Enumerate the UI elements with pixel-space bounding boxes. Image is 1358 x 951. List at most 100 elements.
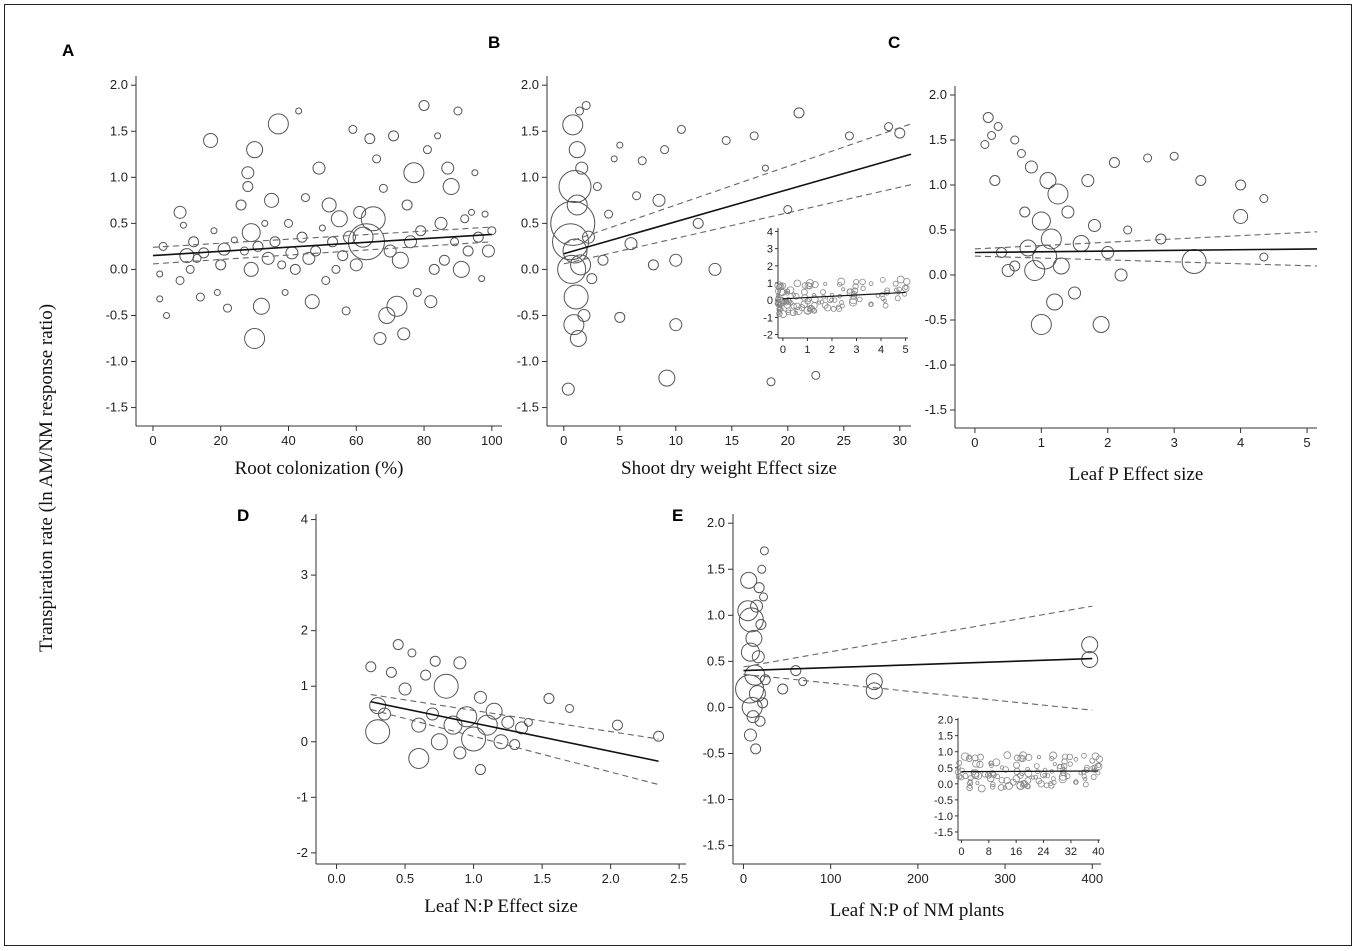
a-data-point (487, 226, 497, 236)
d-x-tick-label: 1.0 (465, 871, 483, 886)
e-inset-data-point (1017, 772, 1024, 779)
b-inset-data-point (786, 286, 795, 295)
e-data-point (750, 599, 764, 613)
a-data-point (341, 306, 351, 316)
e-data-point (750, 743, 762, 755)
a-data-point (264, 192, 280, 208)
d-y-tick-label: 3 (301, 567, 308, 582)
b-x-tick-label: 0 (560, 433, 567, 448)
b-inset-y-tick-label: 1 (767, 278, 773, 290)
b-data-point (577, 308, 591, 322)
c-data-point (1235, 179, 1247, 191)
a-data-point (235, 199, 247, 211)
panel-e-inset-plot: -1.5 -1.0 -0.5 0.0 0.5 1.0 1.5 2.0 0 8 16 24 32 40 (934, 715, 1104, 858)
b-inset-data-point (811, 281, 819, 289)
a-data-point (383, 244, 397, 258)
b-inset-data-point (820, 289, 826, 295)
c-data-point (980, 140, 990, 149)
a-data-point (481, 210, 489, 218)
panel-label-b: B (488, 33, 500, 52)
e-x-axis-label: Leaf N:P of NM plants (830, 900, 1005, 921)
c-x-axis-label: Leaf P Effect size (1069, 464, 1204, 485)
b-data-point (884, 122, 894, 132)
b-inset-data-point (804, 282, 812, 290)
e-inset-x-tick-label: 16 (1010, 846, 1022, 858)
a-data-point (217, 242, 231, 256)
d-data-point (429, 655, 441, 667)
d-y-tick-label: 4 (301, 512, 308, 527)
panel-b-plot: -1.5-1.0-0.50.00.51.01.52.00 5 10 15 20 25 30S… (517, 76, 912, 479)
b-inset-data-point (785, 307, 792, 313)
b-data-point (647, 259, 659, 271)
e-inset-data-point (999, 765, 1005, 770)
c-regression-line (974, 248, 1318, 254)
e-inset-data-point (977, 784, 986, 793)
c-data-point (1052, 257, 1070, 275)
e-inset-data-point (1035, 777, 1043, 785)
e-inset-data-point (1082, 781, 1089, 788)
e-data-point (737, 600, 759, 622)
e-inset-data-point (987, 773, 992, 778)
a-data-point (481, 244, 495, 258)
b-inset-data-point (896, 286, 902, 293)
c-y-tick-label: 0.5 (929, 222, 947, 237)
e-inset-data-point (1003, 751, 1012, 759)
b-x-tick-label: 25 (837, 433, 851, 448)
d-y-tick-label: -1 (296, 789, 308, 804)
a-data-point (295, 107, 303, 115)
d-data-point (453, 656, 467, 670)
panel-label-d: D (237, 506, 249, 525)
a-data-point (318, 224, 326, 232)
d-data-point (543, 692, 555, 704)
a-data-point (215, 259, 227, 271)
a-data-point (321, 197, 337, 213)
a-data-point (188, 236, 200, 248)
a-data-point (471, 169, 479, 177)
e-inset-x-tick-label: 24 (1037, 846, 1049, 858)
b-data-point (761, 164, 769, 172)
c-data-point (1024, 160, 1038, 174)
d-data-point (493, 734, 509, 750)
c-data-point (1039, 172, 1057, 189)
b-inset-x-tick-label: 4 (878, 344, 884, 356)
e-inset-y-tick-label: 1.5 (938, 731, 953, 743)
e-data-point (743, 728, 757, 742)
e-y-tick-label: -0.5 (703, 745, 725, 760)
b-data-point (574, 106, 584, 116)
b-inset-x-tick-label: 0 (780, 344, 786, 356)
b-data-point (562, 238, 588, 264)
b-inset-data-point (903, 285, 909, 290)
a-data-point (243, 261, 259, 277)
a-data-point (462, 245, 474, 257)
a-data-point (418, 99, 430, 111)
a-data-point (373, 332, 387, 345)
a-data-point (331, 264, 341, 274)
b-inset-data-point (892, 280, 899, 287)
d-data-point (565, 703, 575, 713)
c-data-point (1123, 225, 1133, 235)
d-x-tick-label: 2.5 (670, 871, 688, 886)
b-inset-y-tick-label: 0 (767, 295, 773, 307)
b-inset-data-point (860, 285, 866, 291)
panel-b-inset-plot: -2 -1 0 1 2 3 4 0 1 2 3 4 5 (763, 226, 911, 356)
b-inset-data-point (859, 278, 866, 286)
d-data-point (509, 739, 521, 751)
b-inset-data-point (880, 295, 886, 301)
a-y-tick-label: 2.0 (110, 77, 128, 92)
d-y-tick-label: -2 (296, 845, 308, 860)
a-data-point (252, 297, 270, 315)
a-data-point (450, 237, 460, 247)
e-inset-data-point (972, 759, 980, 768)
a-data-point (424, 295, 438, 309)
b-data-point (749, 131, 759, 141)
e-inset-data-point (1017, 754, 1025, 762)
e-y-tick-label: 0.0 (707, 699, 725, 714)
c-data-point (1169, 151, 1179, 161)
c-data-point (1195, 175, 1207, 186)
e-inset-data-point (967, 783, 973, 789)
e-data-point (754, 715, 766, 727)
panel-c-plot: -1.5 -1.0 -0.5 0.0 0.5 1.0 1.5 2.0 0 1 2 3 4 5 Leaf P … (925, 86, 1318, 485)
b-data-point (550, 200, 596, 246)
a-data-point (304, 294, 320, 310)
